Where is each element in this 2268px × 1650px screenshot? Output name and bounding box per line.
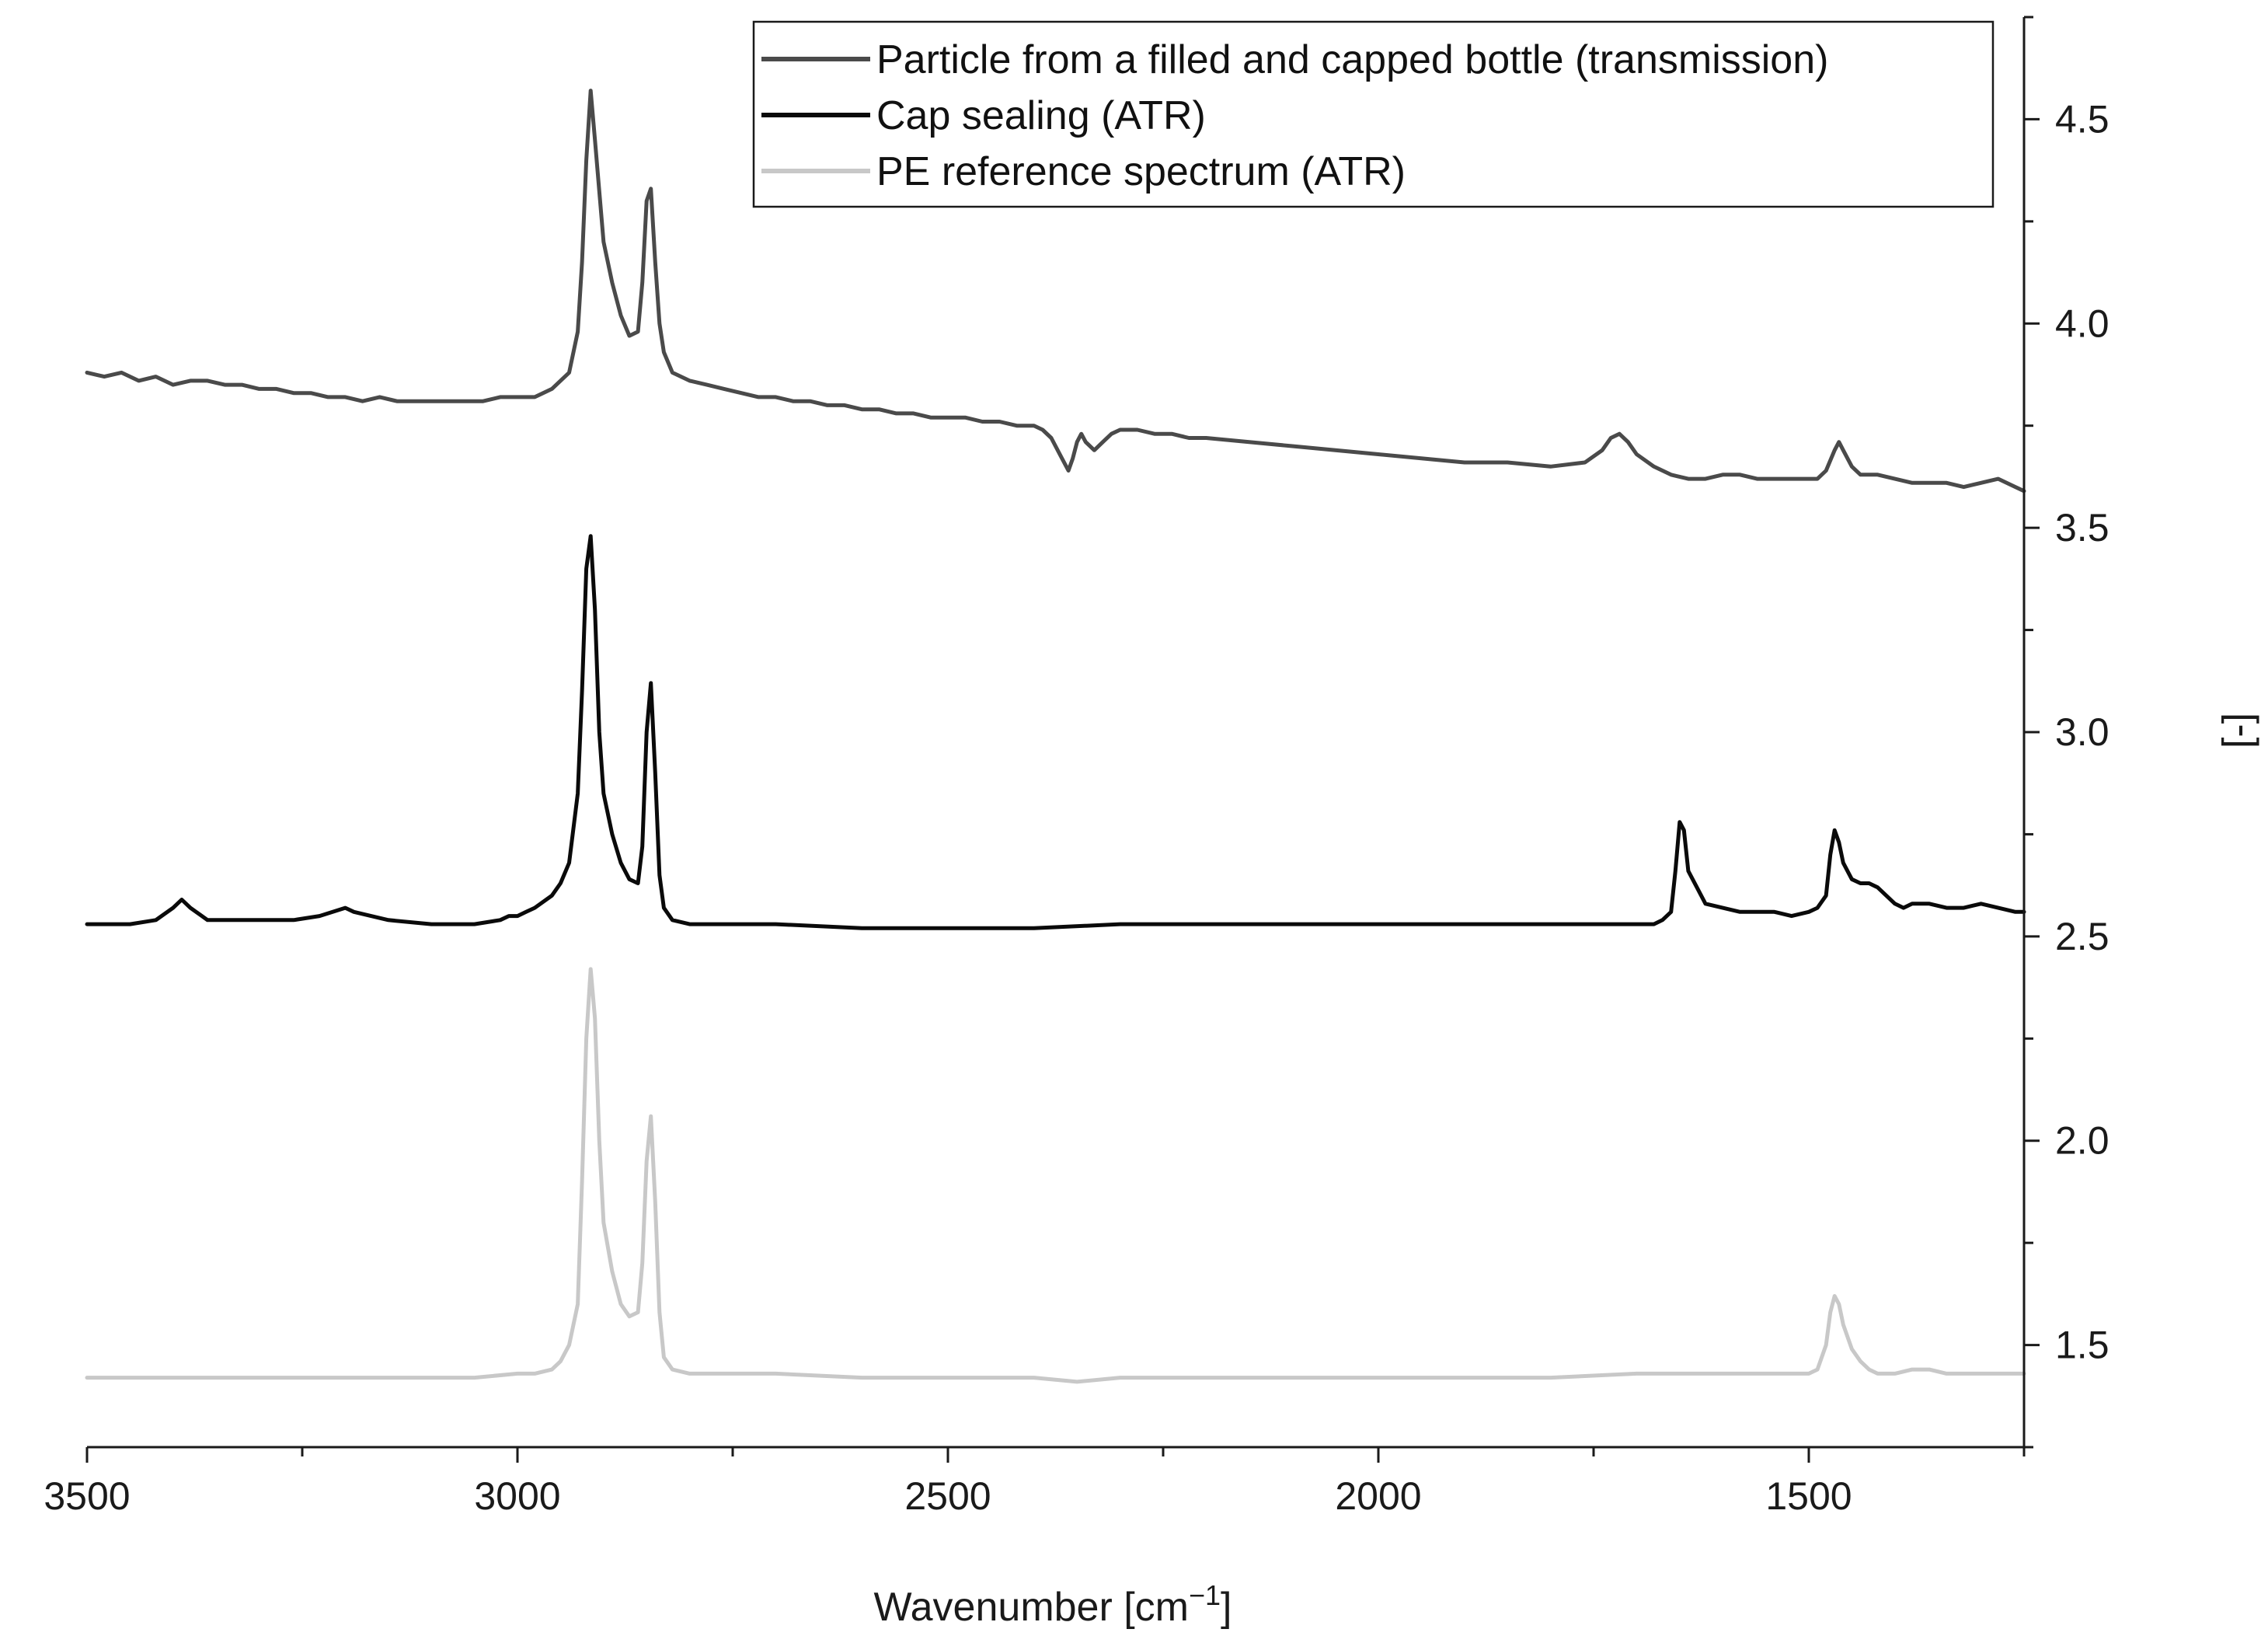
x-tick-label-2500: 2500 — [904, 1474, 991, 1518]
series-line-1 — [85, 89, 2026, 494]
series-line-3 — [85, 967, 2026, 1384]
legend-label-2: Cap sealing (ATR) — [876, 93, 1206, 138]
y-tick-label-4: 4.0 — [2055, 302, 2109, 345]
x-axis-title: Wavenumber [cm−1] — [873, 1579, 1232, 1630]
x-tick-label-3500: 3500 — [44, 1474, 130, 1518]
x-axis-title-end: ] — [1221, 1585, 1232, 1630]
legend: Particle from a filled and capped bottle… — [752, 20, 1995, 208]
x-tick-label-3000: 3000 — [474, 1474, 560, 1518]
y-tick-label-2: 2.0 — [2055, 1119, 2109, 1163]
y-tick-label-3: 3.0 — [2055, 710, 2109, 754]
y-tick-label-3.5: 3.5 — [2055, 506, 2109, 549]
y-tick-label-1.5: 1.5 — [2055, 1324, 2109, 1367]
legend-label-1: Particle from a filled and capped bottle… — [876, 37, 1828, 82]
series-layer — [85, 89, 2026, 1384]
y-axis-title: [-] — [2221, 713, 2266, 748]
y-tick-label-2.5: 2.5 — [2055, 915, 2109, 958]
axes-layer: 3500 3000 2500 2000 1500 1.5 2.0 2.5 3.0 3.5 4.0 4.… — [44, 16, 2109, 1518]
x-axis-title-text: Wavenumber [cm — [873, 1585, 1189, 1630]
x-axis-title-superscript: −1 — [1189, 1579, 1221, 1611]
x-tick-label-2000: 2000 — [1335, 1474, 1421, 1518]
series-line-2 — [85, 534, 2026, 930]
legend-label-3: PE reference spectrum (ATR) — [876, 149, 1406, 194]
y-tick-label-4.5: 4.5 — [2055, 97, 2109, 141]
x-tick-label-1500: 1500 — [1765, 1474, 1852, 1518]
legend-box — [752, 20, 1995, 208]
